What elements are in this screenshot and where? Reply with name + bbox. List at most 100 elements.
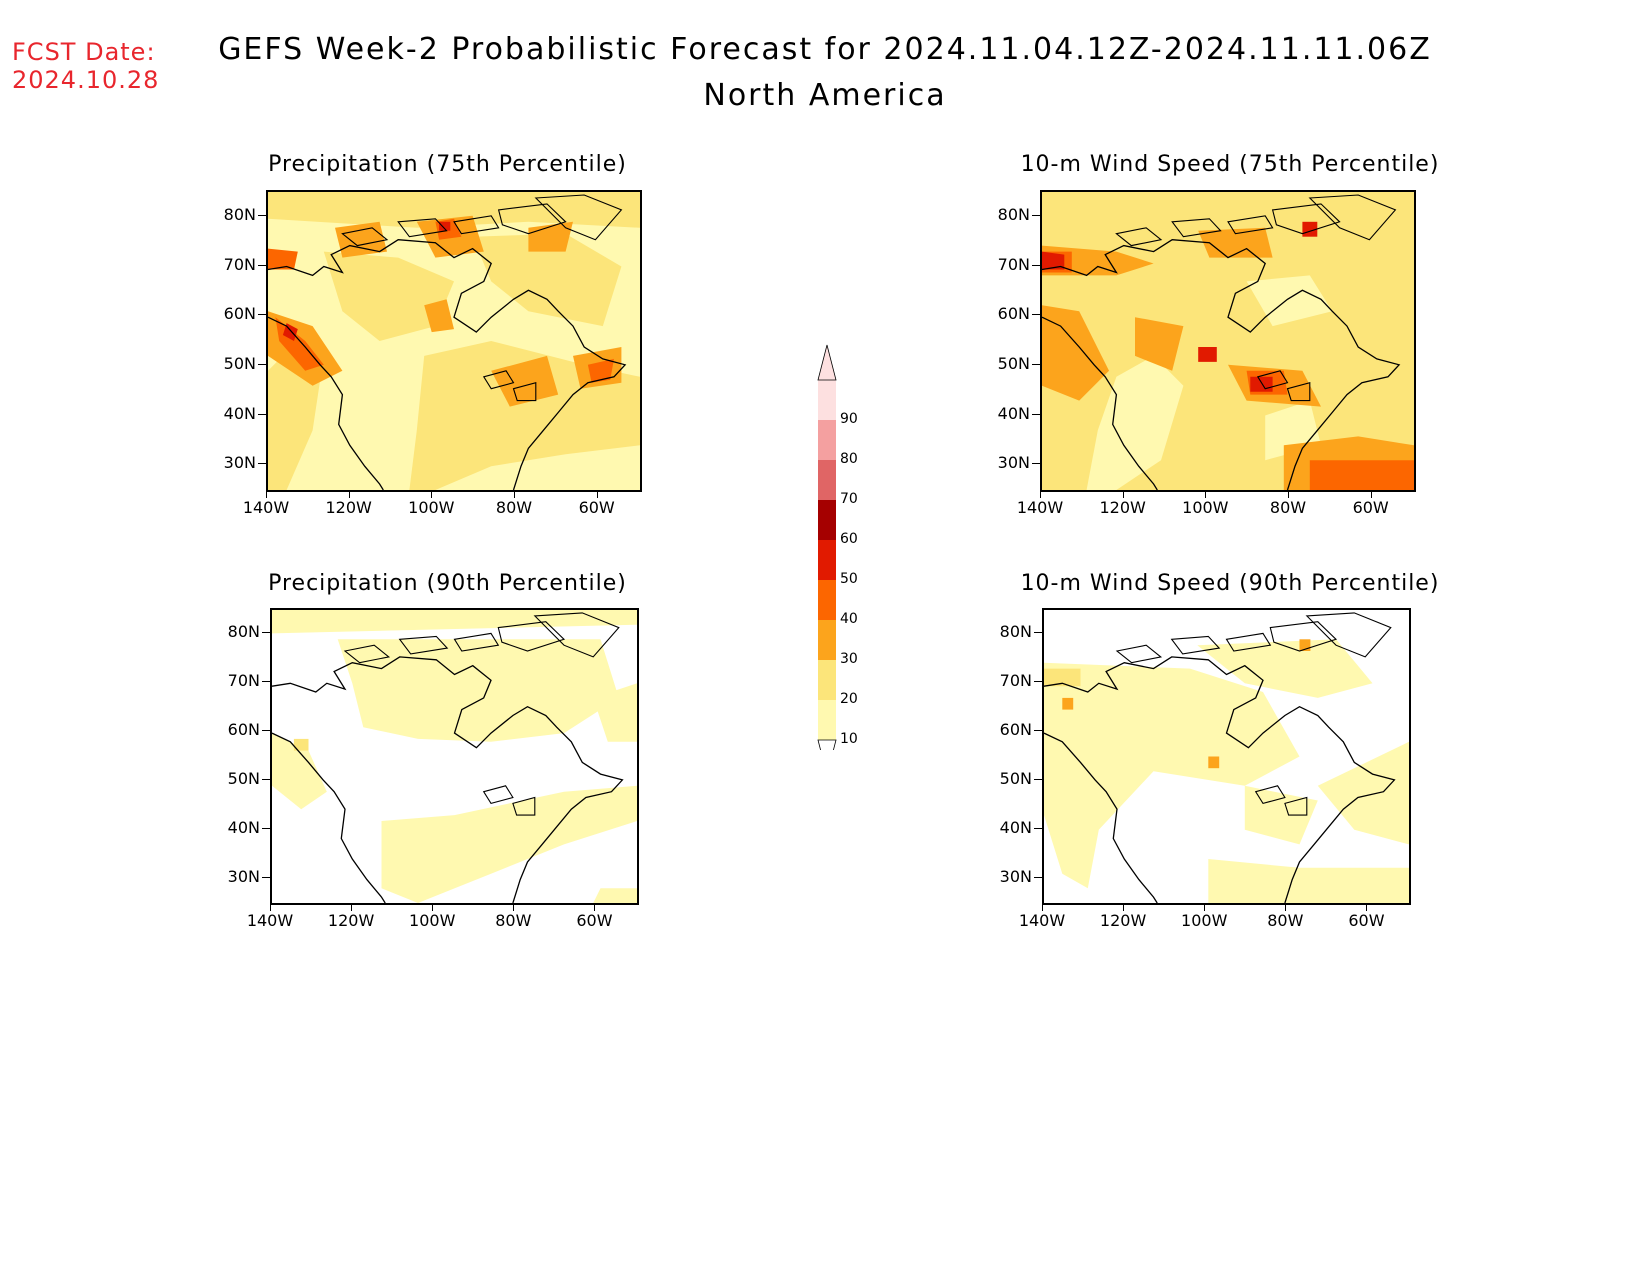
- island-outline: [1225, 632, 1272, 652]
- lon-tick-label: 60W: [1352, 498, 1389, 517]
- lon-tick: [432, 903, 434, 911]
- lat-tick: [262, 730, 270, 732]
- colorbar-segment: [818, 420, 836, 460]
- lon-tick: [1040, 490, 1041, 498]
- lon-tick: [1204, 903, 1206, 911]
- shaded-region: [272, 610, 637, 634]
- coastline: [272, 656, 624, 903]
- shaded-region: [293, 738, 309, 751]
- island-outline: [1308, 194, 1397, 241]
- lat-tick-label: 50N: [223, 353, 256, 373]
- lat-tick-label: 50N: [227, 768, 260, 788]
- colorbar-label: 30: [840, 651, 858, 667]
- lat-tick: [262, 632, 270, 634]
- island-outline: [497, 203, 567, 235]
- lat-tick: [258, 314, 266, 316]
- shaded-region: [268, 248, 298, 270]
- lat-tick: [1034, 730, 1042, 732]
- lon-tick: [1370, 490, 1372, 498]
- lat-tick-label: 30N: [997, 453, 1030, 473]
- lake-outline: [512, 381, 537, 402]
- lat-tick: [262, 876, 270, 878]
- lat-tick-label: 80N: [223, 204, 256, 224]
- lake-outline: [1284, 796, 1308, 816]
- lat-tick: [1032, 413, 1040, 415]
- island-outline: [453, 215, 500, 235]
- map-panel-wind75: [1040, 190, 1416, 492]
- shaded-region: [593, 888, 637, 903]
- shaded-region: [1042, 305, 1109, 401]
- shaded-region: [439, 221, 451, 231]
- lat-tick-label: 80N: [999, 622, 1032, 642]
- lon-tick-label: 100W: [1181, 911, 1228, 930]
- lat-tick: [1034, 681, 1042, 683]
- figure-subtitle: North America: [703, 78, 947, 113]
- lake-outline: [1254, 785, 1286, 805]
- shaded-region: [1062, 697, 1074, 710]
- fcst-date: 2024.10.28: [12, 66, 160, 94]
- lon-tick: [1366, 903, 1368, 911]
- lon-tick-label: 80W: [495, 498, 533, 517]
- map-field-w75: [1042, 192, 1414, 490]
- shaded-region: [1197, 639, 1373, 698]
- colorbar-segment: [818, 500, 836, 540]
- shaded-region: [268, 192, 640, 228]
- island-outline: [341, 227, 389, 247]
- shaded-region: [1246, 275, 1333, 327]
- lat-tick-label: 40N: [227, 817, 260, 837]
- lat-tick-label: 60N: [997, 304, 1030, 324]
- lat-tick: [1032, 264, 1040, 266]
- lat-tick-label: 60N: [999, 720, 1032, 740]
- lon-tick-label: 80W: [1269, 498, 1307, 517]
- lat-tick: [258, 363, 266, 365]
- lon-tick-label: 80W: [495, 911, 532, 930]
- panel-title-wind75: 10-m Wind Speed (75th Percentile): [1020, 152, 1440, 177]
- lat-tick: [1032, 214, 1040, 216]
- island-outline: [1227, 215, 1274, 235]
- panel-title-precip75: Precipitation (75th Percentile): [268, 152, 627, 177]
- shaded-region: [337, 639, 619, 742]
- colorbar-tip-top: [817, 344, 837, 381]
- colorbar-tip-bottom: [817, 739, 837, 750]
- lake-outline: [512, 796, 536, 816]
- shaded-region: [1208, 756, 1220, 769]
- colorbar-segment: [818, 660, 836, 700]
- coastline: [268, 239, 627, 490]
- lat-tick: [1032, 463, 1040, 465]
- lon-tick: [1122, 490, 1124, 498]
- lon-tick-label: 140W: [246, 911, 294, 930]
- panel-title-precip90: Precipitation (90th Percentile): [268, 571, 627, 596]
- island-outline: [1170, 635, 1221, 655]
- lon-tick: [431, 490, 433, 498]
- lat-tick-label: 80N: [997, 204, 1030, 224]
- colorbar-segment: [818, 540, 836, 580]
- coastline: [1044, 656, 1396, 903]
- shaded-region: [1317, 741, 1409, 845]
- colorbar-segment: [818, 700, 836, 740]
- shaded-region: [424, 299, 454, 333]
- coastline: [1042, 239, 1401, 490]
- lat-tick: [258, 413, 266, 415]
- island-outline: [453, 632, 500, 652]
- coastline-west: [272, 732, 386, 903]
- island-outline: [1115, 644, 1163, 664]
- shaded-region: [1086, 355, 1184, 490]
- lat-tick-label: 70N: [227, 671, 260, 691]
- lon-tick-label: 140W: [1018, 911, 1066, 930]
- colorbar-segment: [818, 460, 836, 500]
- lon-tick-label: 100W: [409, 911, 456, 930]
- island-outline: [1305, 612, 1392, 658]
- colorbar-label: 90: [840, 411, 858, 427]
- island-outline: [1115, 227, 1163, 247]
- lon-tick: [1042, 903, 1043, 911]
- shaded-region: [528, 221, 573, 252]
- lat-tick-label: 60N: [227, 720, 260, 740]
- lon-tick: [351, 903, 353, 911]
- island-outline: [343, 644, 391, 664]
- colorbar-segment: [818, 380, 836, 420]
- lat-tick-label: 40N: [223, 403, 256, 423]
- colorbar-label: 10: [840, 731, 858, 747]
- lon-tick: [594, 903, 596, 911]
- island-outline: [534, 194, 623, 241]
